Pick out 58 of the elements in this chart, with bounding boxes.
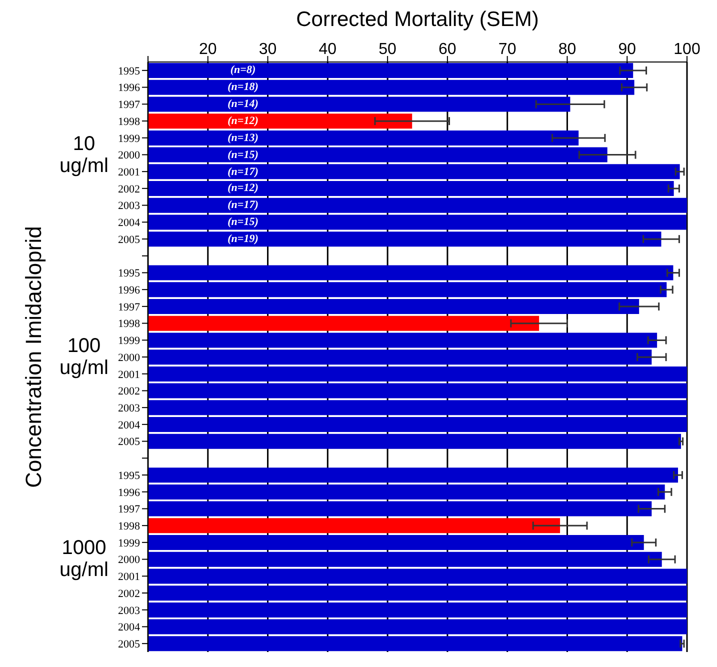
x-tick-label: 100 [674, 41, 700, 58]
y-tick-label: 1997 [118, 504, 140, 516]
y-tick-label: 1997 [118, 301, 140, 314]
annotation: (n=12) [226, 115, 260, 127]
x-tick-label: 50 [378, 41, 397, 58]
annotation: (n=17) [226, 199, 260, 212]
y-tick-label: 2005 [118, 436, 140, 448]
y-tick-label: 1999 [118, 335, 140, 348]
y-tick-label: 2001 [118, 571, 140, 584]
y-tick-label: 1998 [118, 116, 140, 128]
y-tick-label: 1996 [118, 82, 140, 94]
y-tick-label: 2001 [118, 166, 140, 178]
x-tick-label: 60 [438, 41, 456, 58]
annotation: (n=18) [226, 81, 260, 94]
y-axis-title: Concentration Imidacloprid [21, 226, 47, 488]
annotation: (n=12) [226, 182, 260, 194]
y-tick-label: 2000 [118, 352, 140, 364]
x-tick-label: 80 [558, 41, 576, 58]
y-tick-label: 2000 [118, 150, 140, 162]
x-tick-label: 40 [318, 41, 337, 58]
y-tick-label: 2004 [118, 217, 140, 230]
text: 1000 ug/ml [58, 537, 110, 582]
y-tick-label: 2005 [118, 638, 140, 650]
x-tick-label: 20 [198, 41, 217, 58]
annotation: (n=14) [226, 98, 260, 110]
y-tick-label: 2004 [118, 622, 140, 634]
x-tick-label: 90 [618, 41, 636, 58]
y-tick-label: 2002 [118, 588, 140, 600]
annotation: (n=8) [229, 64, 257, 76]
text: 10 ug/ml [58, 132, 110, 177]
y-tick-label: 1995 [118, 470, 140, 482]
text: 100 ug/ml [58, 335, 110, 379]
annotation: (n=13) [226, 132, 260, 144]
y-tick-label: 1997 [118, 99, 140, 112]
y-tick-label: 2004 [118, 419, 140, 432]
y-tick-label: 2003 [118, 200, 140, 212]
y-tick-label: 1995 [118, 268, 140, 280]
y-tick-label: 1996 [118, 284, 140, 296]
annotation: (n=17) [226, 166, 260, 178]
y-tick-label: 1999 [118, 132, 140, 145]
annotation: (n=19) [226, 233, 260, 245]
y-tick-label: 1998 [118, 520, 140, 532]
y-tick-label: 1999 [118, 537, 140, 550]
x-axis-title: Corrected Mortality (SEM) [295, 8, 540, 32]
y-tick-label: 2002 [118, 183, 140, 196]
y-tick-label: 2005 [118, 234, 140, 246]
y-tick-label: 1998 [118, 318, 140, 330]
x-tick-label: 30 [258, 41, 277, 58]
annotation: (n=15) [226, 216, 260, 228]
y-tick-label: 2000 [118, 554, 140, 566]
y-tick-label: 1996 [118, 486, 140, 499]
y-tick-label: 2002 [118, 386, 140, 398]
x-tick-label: 70 [498, 41, 516, 58]
y-tick-label: 2003 [118, 604, 140, 617]
y-tick-label: 1995 [118, 65, 140, 78]
y-tick-label: 2003 [118, 402, 140, 414]
y-tick-label: 2001 [118, 368, 140, 381]
annotation: (n=15) [226, 148, 260, 161]
